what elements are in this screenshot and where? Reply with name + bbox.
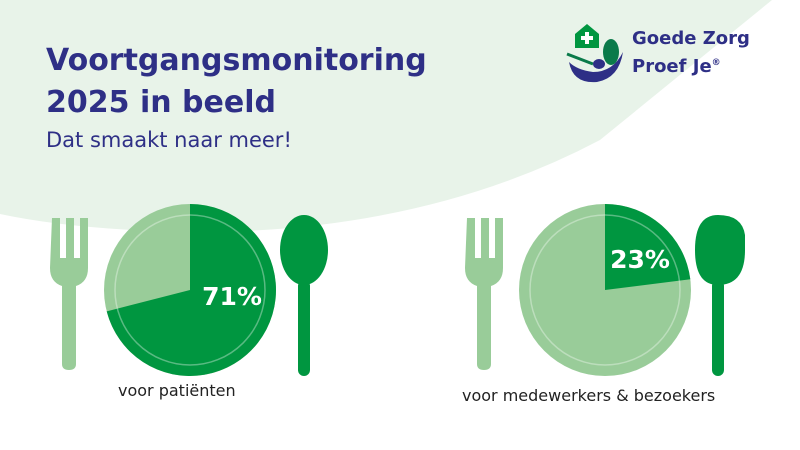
pie-slice-value [605, 204, 691, 290]
spoon-icon [280, 215, 328, 376]
fork-icon [50, 218, 88, 370]
caption-staff: voor medewerkers & bezoekers [462, 386, 716, 405]
plate-rim [114, 214, 266, 366]
plate-pie-patients [104, 204, 277, 377]
fork-icon [465, 218, 503, 370]
value-label-staff: 23% [610, 245, 670, 274]
title-line-2: 2025 in beeld [46, 85, 276, 120]
logo-line-1: Goede Zorg [632, 28, 750, 49]
page-title: Voortgangsmonitoring 2025 in beeld [46, 40, 427, 124]
registered-mark: ® [711, 58, 721, 68]
logo-icon [566, 24, 623, 83]
spoon-icon [695, 215, 745, 376]
plate-rim [529, 214, 681, 366]
logo-line-2: Proef Je [632, 56, 712, 77]
title-line-1: Voortgangsmonitoring [46, 43, 427, 78]
caption-patients: voor patiënten [118, 381, 236, 400]
pie-slice-value [106, 204, 277, 377]
value-label-patients: 71% [202, 282, 262, 311]
logo-text: Goede Zorg Proef Je® [632, 27, 750, 79]
plate-pie-staff [519, 204, 691, 376]
subtitle: Dat smaakt naar meer! [46, 128, 292, 152]
